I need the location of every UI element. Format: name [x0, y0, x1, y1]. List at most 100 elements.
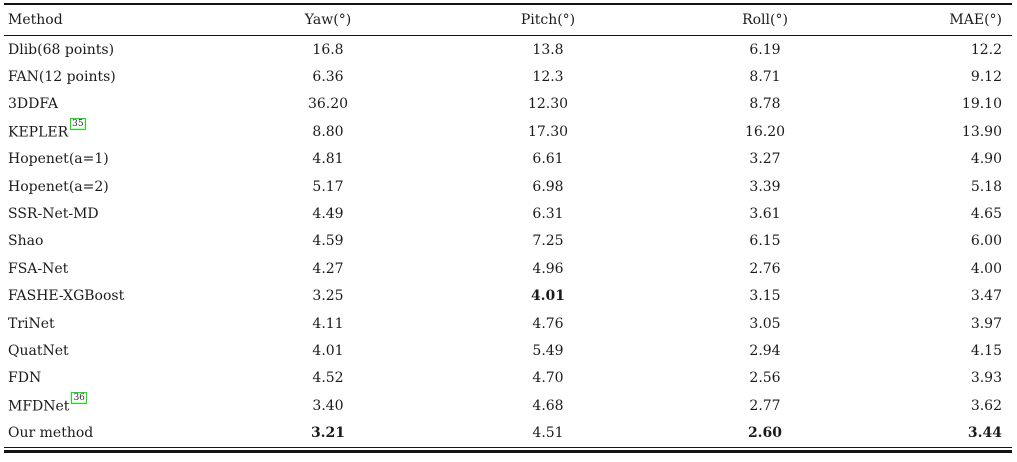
roll-cell: 6.19 [749, 41, 781, 58]
col-header-pitch: Pitch(°) [436, 4, 660, 36]
col-header-method: Method [4, 4, 220, 36]
table-row-our-method: Our method 3.21 4.51 2.60 3.44 [4, 419, 1012, 448]
table-row: Hopenet(a=2) 5.17 6.98 3.39 5.18 [4, 173, 1012, 200]
yaw-cell: 4.52 [312, 370, 344, 387]
header-row: Method Yaw(°) Pitch(°) Roll(°) MAE(°) [4, 4, 1012, 36]
pitch-cell: 17.30 [527, 123, 569, 140]
yaw-cell: 4.49 [312, 206, 344, 223]
table-row: FAN(12 points) 6.36 12.3 8.71 9.12 [4, 63, 1012, 90]
yaw-cell: 36.20 [307, 96, 349, 113]
method-cell: KEPLER35 [4, 118, 220, 145]
roll-cell: 2.76 [749, 260, 781, 277]
pitch-cell: 12.30 [527, 96, 569, 113]
yaw-cell: 5.17 [312, 178, 344, 195]
pitch-cell: 6.98 [532, 178, 564, 195]
method-cell: SSR-Net-MD [8, 206, 99, 223]
mae-cell: 3.93 [970, 370, 1002, 387]
table-row: Shao 4.59 7.25 6.15 6.00 [4, 228, 1012, 255]
pitch-cell: 4.76 [532, 315, 564, 332]
roll-cell-best: 2.60 [660, 419, 870, 448]
roll-cell: 3.05 [749, 315, 781, 332]
pitch-cell: 4.68 [532, 397, 564, 414]
method-cell: Our method [4, 419, 220, 448]
roll-cell: 3.61 [749, 206, 781, 223]
roll-cell: 3.27 [749, 151, 781, 168]
pitch-cell: 6.61 [532, 151, 564, 168]
table-row: SSR-Net-MD 4.49 6.31 3.61 4.65 [4, 200, 1012, 227]
yaw-cell: 4.27 [312, 260, 344, 277]
mae-cell: 4.00 [970, 260, 1002, 277]
method-label: KEPLER [8, 124, 69, 141]
col-header-roll: Roll(°) [660, 4, 870, 36]
pitch-cell: 4.51 [436, 419, 660, 448]
table-row: MFDNet36 3.40 4.68 2.77 3.62 [4, 391, 1012, 419]
pitch-cell: 7.25 [532, 233, 564, 250]
yaw-cell: 3.25 [312, 288, 344, 305]
table-row: TriNet 4.11 4.76 3.05 3.97 [4, 310, 1012, 337]
method-cell: FAN(12 points) [8, 69, 116, 86]
col-header-mae: MAE(°) [870, 4, 1012, 36]
mae-cell: 12.2 [970, 41, 1002, 58]
citation-link-kepler[interactable]: 35 [70, 118, 86, 131]
yaw-cell-best: 3.21 [220, 419, 436, 448]
roll-cell: 8.71 [749, 69, 781, 86]
pitch-cell: 4.70 [532, 370, 564, 387]
roll-cell: 16.20 [744, 123, 786, 140]
method-cell: FDN [8, 370, 42, 387]
yaw-cell: 4.01 [312, 342, 344, 359]
pitch-cell: 4.96 [532, 260, 564, 277]
table-row: Dlib(68 points) 16.8 13.8 6.19 12.2 [4, 36, 1012, 64]
method-cell: MFDNet36 [4, 391, 220, 419]
citation-link-mfdnet[interactable]: 36 [71, 391, 87, 404]
pitch-cell: 5.49 [532, 342, 564, 359]
method-cell: QuatNet [8, 342, 69, 359]
roll-cell: 3.15 [749, 288, 781, 305]
pitch-cell: 12.3 [532, 69, 564, 86]
mae-cell: 5.18 [970, 178, 1002, 195]
pitch-cell: 6.31 [532, 206, 564, 223]
col-header-yaw: Yaw(°) [220, 4, 436, 36]
roll-cell: 2.94 [749, 342, 781, 359]
mae-cell: 3.47 [970, 288, 1002, 305]
yaw-cell: 6.36 [312, 69, 344, 86]
table-row: FDN 4.52 4.70 2.56 3.93 [4, 365, 1012, 392]
method-cell: Hopenet(a=1) [8, 151, 109, 168]
pitch-cell: 13.8 [532, 41, 564, 58]
method-cell: FSA-Net [8, 260, 69, 277]
table-row: FASHE-XGBoost 3.25 4.01 3.15 3.47 [4, 283, 1012, 310]
method-cell: TriNet [8, 315, 55, 332]
roll-cell: 8.78 [749, 96, 781, 113]
table-row: Hopenet(a=1) 4.81 6.61 3.27 4.90 [4, 146, 1012, 173]
table-row: KEPLER35 8.80 17.30 16.20 13.90 [4, 118, 1012, 145]
pitch-cell-best: 4.01 [530, 288, 566, 305]
mae-cell: 3.62 [970, 397, 1002, 414]
method-cell: Dlib(68 points) [8, 41, 115, 58]
method-cell: Shao [8, 233, 44, 250]
method-cell: 3DDFA [8, 96, 58, 113]
method-cell: Hopenet(a=2) [8, 178, 109, 195]
yaw-cell: 4.11 [312, 315, 344, 332]
mae-cell-best: 3.44 [870, 419, 1012, 448]
mae-cell: 13.90 [961, 123, 1002, 140]
mae-cell: 6.00 [970, 233, 1002, 250]
roll-cell: 3.39 [749, 178, 781, 195]
mae-cell: 4.90 [970, 151, 1002, 168]
table-bottom-rule [4, 449, 1012, 453]
yaw-cell: 8.80 [312, 123, 344, 140]
method-cell: FASHE-XGBoost [8, 288, 125, 305]
yaw-cell: 4.81 [312, 151, 344, 168]
results-table: Method Yaw(°) Pitch(°) Roll(°) MAE(°) Dl… [4, 3, 1012, 448]
table-row: FSA-Net 4.27 4.96 2.76 4.00 [4, 255, 1012, 282]
table-row: 3DDFA 36.20 12.30 8.78 19.10 [4, 91, 1012, 118]
table-row: QuatNet 4.01 5.49 2.94 4.15 [4, 337, 1012, 364]
method-label: MFDNet [8, 398, 70, 415]
mae-cell: 3.97 [970, 315, 1002, 332]
mae-cell: 4.65 [970, 206, 1002, 223]
mae-cell: 19.10 [961, 96, 1002, 113]
mae-cell: 4.15 [970, 342, 1002, 359]
yaw-cell: 16.8 [312, 41, 344, 58]
mae-cell: 9.12 [970, 69, 1002, 86]
roll-cell: 2.56 [749, 370, 781, 387]
roll-cell: 2.77 [749, 397, 781, 414]
